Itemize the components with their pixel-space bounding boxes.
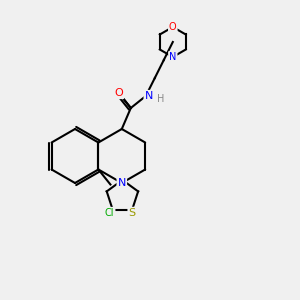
Text: O: O xyxy=(114,88,123,98)
Text: N: N xyxy=(169,52,176,62)
Text: O: O xyxy=(169,22,177,32)
Text: N: N xyxy=(145,91,153,101)
Text: N: N xyxy=(118,178,126,188)
Text: H: H xyxy=(157,94,164,104)
Text: S: S xyxy=(129,208,136,218)
Text: Cl: Cl xyxy=(105,208,115,218)
